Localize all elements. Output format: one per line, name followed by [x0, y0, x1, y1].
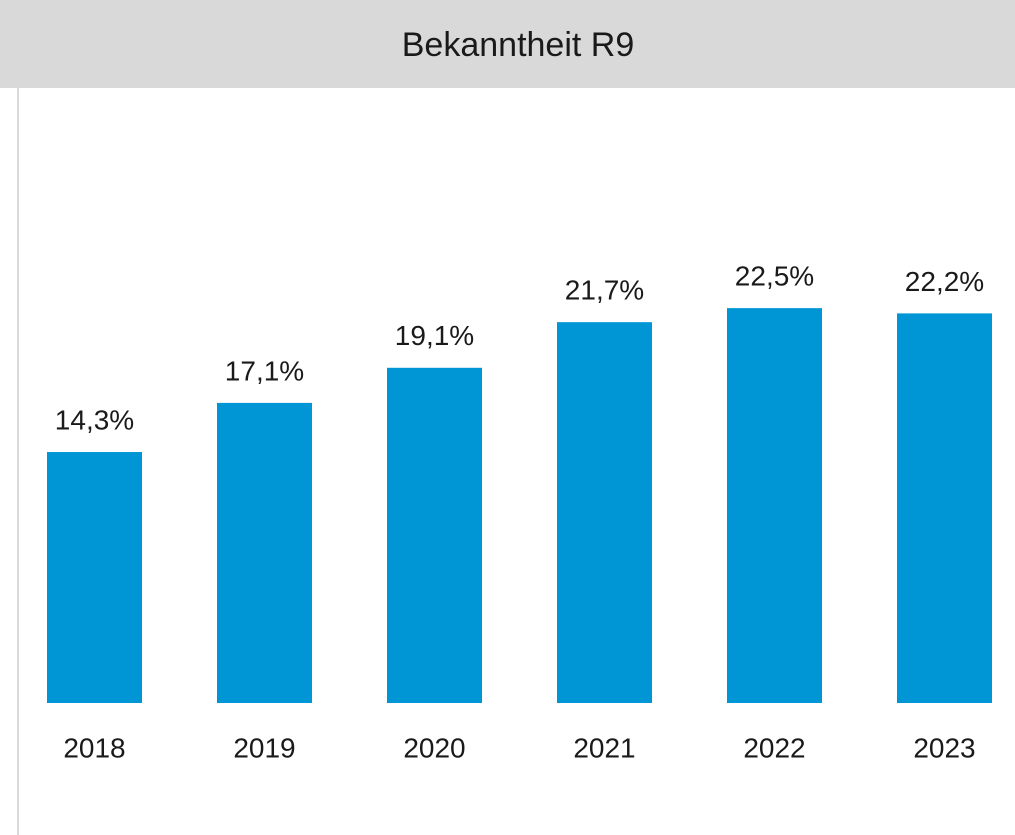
data-label: 22,2%: [905, 266, 984, 297]
x-tick-label: 2019: [233, 732, 295, 763]
bar: [47, 452, 142, 703]
data-label: 19,1%: [395, 320, 474, 351]
bar: [217, 402, 312, 703]
x-tick-label: 2021: [573, 732, 635, 763]
bar: [557, 322, 652, 703]
bar: [387, 367, 482, 703]
data-label: 21,7%: [565, 275, 644, 306]
x-tick-label: 2020: [403, 732, 465, 763]
data-label: 14,3%: [55, 404, 134, 435]
x-tick-label: 2022: [743, 732, 805, 763]
x-tick-label: 2018: [63, 732, 125, 763]
x-tick-label: 2023: [913, 732, 975, 763]
chart-title: Bekanntheit R9: [402, 26, 635, 64]
bar: [727, 308, 822, 703]
data-label: 17,1%: [225, 355, 304, 386]
data-label: 22,5%: [735, 261, 814, 292]
title-band: [0, 0, 1015, 88]
bar: [897, 313, 992, 703]
